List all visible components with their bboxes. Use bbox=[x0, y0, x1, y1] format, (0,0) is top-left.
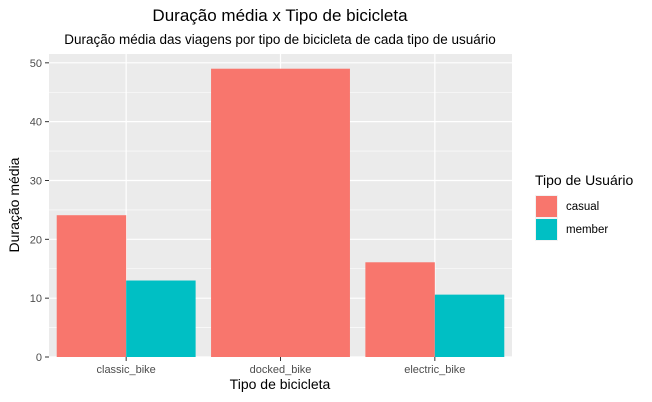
y-tick-label: 30 bbox=[30, 175, 42, 187]
x-axis-title: Tipo de bicicleta bbox=[230, 376, 331, 392]
bar-casual-classic_bike bbox=[56, 215, 127, 357]
y-tick-label: 20 bbox=[30, 234, 42, 246]
legend-label-member: member bbox=[566, 224, 608, 236]
bar-casual-electric_bike bbox=[365, 262, 435, 357]
legend-label-casual: casual bbox=[566, 201, 599, 213]
x-axis: classic_bike docked_bike electric_bike bbox=[97, 357, 465, 376]
bar-member-classic_bike bbox=[126, 280, 196, 357]
legend-title: Tipo de Usuário bbox=[535, 172, 634, 188]
y-tick-label: 10 bbox=[30, 293, 42, 305]
x-tick-label: electric_bike bbox=[404, 364, 465, 376]
x-tick-label: classic_bike bbox=[97, 364, 156, 376]
chart-title: Duração média x Tipo de bicicleta bbox=[152, 6, 408, 25]
y-axis: 0 10 20 30 40 50 bbox=[30, 58, 49, 364]
chart-subtitle: Duração média das viagens por tipo de bi… bbox=[64, 32, 496, 47]
bars bbox=[56, 68, 505, 357]
y-tick-label: 50 bbox=[30, 58, 42, 70]
y-tick-label: 0 bbox=[36, 352, 42, 364]
x-tick-label: docked_bike bbox=[250, 364, 312, 376]
legend: Tipo de Usuário casual member bbox=[535, 172, 634, 241]
legend-key-casual bbox=[536, 196, 557, 217]
y-axis-title: Duração média bbox=[6, 157, 22, 252]
legend-key-member bbox=[536, 219, 557, 240]
bar-casual-docked_bike bbox=[211, 68, 350, 357]
y-tick-label: 40 bbox=[30, 117, 42, 129]
bar-member-electric_bike bbox=[434, 294, 505, 357]
